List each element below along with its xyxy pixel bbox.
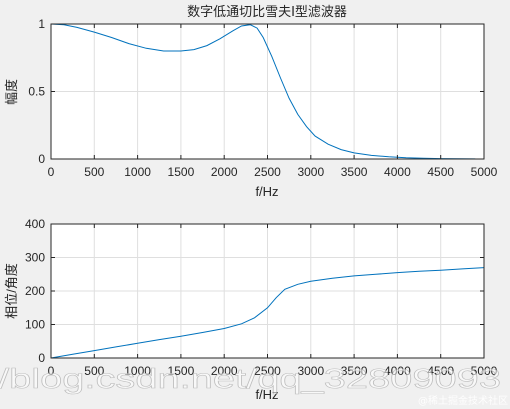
x-tick-label: 5000	[471, 165, 498, 179]
x-axis-label: f/Hz	[255, 387, 278, 402]
grid	[51, 224, 484, 358]
phase-chart: 0 500 1000 1500 2000 2500 3000 3500 4000 4500 5000…	[4, 217, 498, 402]
y-tick-label: 0	[38, 351, 45, 365]
x-tick-label: 500	[84, 364, 104, 378]
magnitude-chart: 0 500 1000 1500 2000 2500 3000 3500 4000 4500 5000…	[4, 5, 498, 199]
x-tick-label: 2500	[254, 364, 281, 378]
x-tick-label: 0	[48, 165, 55, 179]
x-tick-label: 5000	[471, 364, 498, 378]
watermark-brand: @稀土掘金技术社区	[418, 394, 508, 407]
y-tick-label: 0	[38, 152, 45, 166]
x-tick-label: 2000	[211, 165, 238, 179]
x-tick-label: 1500	[168, 364, 195, 378]
x-tick-label: 4000	[384, 165, 411, 179]
watermark-url: /blog.csdn.net/qq_32809093	[0, 363, 501, 394]
x-tick-label: 2500	[254, 165, 281, 179]
x-axis-label: f/Hz	[255, 184, 278, 199]
x-tick-label: 3000	[297, 165, 324, 179]
x-tick-label: 3500	[341, 165, 368, 179]
y-tick-label: 200	[25, 284, 45, 298]
y-tick-label: 400	[25, 217, 45, 231]
x-tick-label: 4500	[427, 364, 454, 378]
y-axis-label: 相位/角度	[4, 263, 19, 319]
x-tick-label: 500	[84, 165, 104, 179]
series-marks	[50, 23, 476, 160]
series-marks	[50, 267, 485, 359]
y-tick-label: 0.5	[28, 85, 45, 99]
y-tick-label: 100	[25, 318, 45, 332]
x-tick-label: 4500	[427, 165, 454, 179]
x-tick-label: 2000	[211, 364, 238, 378]
y-tick-label: 1	[38, 17, 45, 31]
x-tick-label: 1000	[124, 165, 151, 179]
y-tick-label: 300	[25, 251, 45, 265]
series-line	[50, 23, 476, 160]
x-tick-label: 0	[48, 364, 55, 378]
ticks: 0 500 1000 1500 2000 2500 3000 3500 4000 4500 5000…	[28, 17, 497, 179]
ticks: 0 500 1000 1500 2000 2500 3000 3500 4000 4500 5000…	[25, 217, 498, 378]
x-tick-label: 1000	[124, 364, 151, 378]
x-tick-label: 1500	[168, 165, 195, 179]
series-line	[50, 267, 485, 359]
x-tick-label: 4000	[384, 364, 411, 378]
grid	[51, 24, 484, 159]
chart-title: 数字低通切比雪夫I型滤波器	[187, 5, 347, 20]
x-tick-label: 3000	[297, 364, 324, 378]
y-axis-label: 幅度	[4, 79, 19, 105]
x-tick-label: 3500	[341, 364, 368, 378]
